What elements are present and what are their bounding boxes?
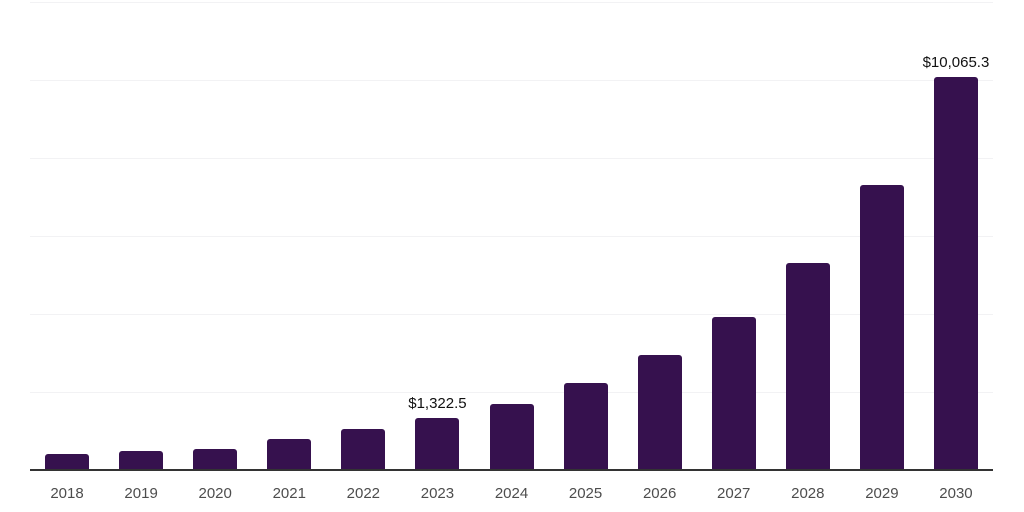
- x-tick-label-2025: 2025: [568, 485, 603, 502]
- gridline: [30, 314, 993, 315]
- gridline: [30, 236, 993, 237]
- bar-2030: [933, 77, 978, 470]
- bar-2024: [489, 404, 534, 470]
- x-tick-label-2023: 2023: [420, 485, 455, 502]
- x-tick-label-2028: 2028: [791, 485, 825, 502]
- bar-2021: [267, 438, 312, 470]
- bar-2019: [119, 451, 164, 470]
- x-tick-label-2030: 2030: [939, 485, 973, 502]
- bar-2020: [193, 448, 238, 470]
- data-label-2030: $10,065.3: [922, 54, 990, 72]
- gridline: [30, 158, 993, 159]
- gridline: [30, 80, 993, 81]
- bar-2029: [859, 185, 904, 470]
- x-tick-label-2029: 2029: [865, 485, 899, 502]
- x-tick-label-2026: 2026: [642, 485, 677, 502]
- x-tick-label-2019: 2019: [124, 485, 158, 502]
- data-label-2023: $1,322.5: [408, 395, 467, 413]
- gridline: [30, 392, 993, 393]
- bar-2028: [785, 262, 830, 470]
- bar-2023: [415, 418, 460, 470]
- x-tick-label-2021: 2021: [272, 485, 306, 502]
- bar-2026: [637, 354, 682, 470]
- x-tick-label-2022: 2022: [346, 485, 381, 502]
- x-tick-label-2020: 2020: [198, 485, 232, 502]
- x-axis-line: [30, 469, 993, 471]
- gridline: [30, 2, 993, 3]
- bar-2025: [563, 382, 608, 470]
- bar-2027: [711, 316, 756, 470]
- x-tick-label-2018: 2018: [50, 485, 84, 502]
- x-tick-label-2024: 2024: [494, 485, 529, 502]
- x-tick-label-2027: 2027: [717, 485, 751, 502]
- bar-2018: [45, 453, 90, 470]
- bar-2022: [341, 429, 386, 470]
